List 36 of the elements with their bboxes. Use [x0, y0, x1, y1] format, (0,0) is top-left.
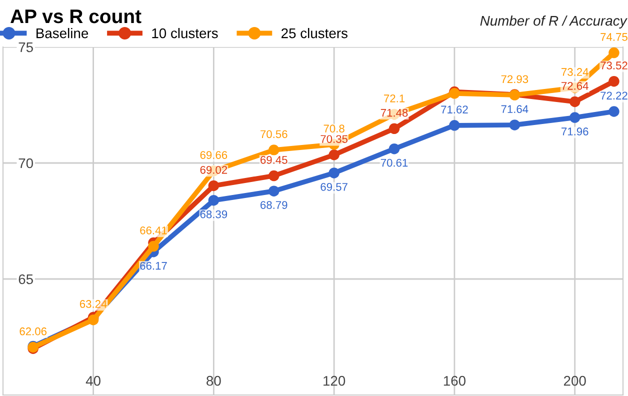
x-tick-label: 80 [206, 376, 221, 386]
data-label: 71.96 [562, 128, 588, 136]
y-tick-label: 65 [18, 274, 33, 284]
data-label: 72.64 [562, 82, 588, 90]
x-tick-label: 160 [444, 376, 466, 386]
data-label: 71.64 [501, 105, 528, 114]
data-label: 70.8 [324, 124, 344, 133]
chart-subtitle: Number of R / Accuracy [480, 16, 628, 28]
legend-label: 10 clusters [152, 28, 218, 38]
data-label: 68.39 [200, 210, 228, 218]
y-tick-label: 70 [18, 158, 34, 168]
data-label: 70.35 [320, 135, 348, 143]
x-tick-label: 200 [564, 376, 586, 386]
legend-label: 25 clusters [282, 28, 348, 38]
data-label: 73.52 [600, 62, 628, 70]
data-label: 69.57 [320, 182, 348, 191]
data-label: 73.24 [562, 68, 588, 76]
data-label: 72.1 [384, 94, 405, 102]
data-label: 71.62 [441, 106, 468, 114]
legend-label: Baseline [36, 28, 88, 38]
data-label: 66.17 [140, 262, 167, 270]
x-tick-label: 120 [324, 376, 346, 386]
data-label: 69.45 [260, 156, 288, 164]
data-label: 74.75 [600, 33, 628, 41]
y-tick-label: 75 [18, 42, 33, 52]
data-label: 66.41 [140, 226, 167, 234]
chart-title: AP vs R count [10, 10, 142, 24]
data-label: 63.24 [80, 300, 107, 308]
data-label: 68.79 [260, 201, 288, 209]
x-tick-label: 40 [86, 376, 100, 386]
data-label: 62.06 [20, 327, 47, 336]
data-label: 70.56 [260, 130, 288, 138]
data-label: 72.22 [600, 92, 628, 100]
data-label: 70.61 [380, 158, 408, 167]
data-label: 72.93 [501, 75, 528, 84]
data-label: 69.66 [200, 151, 228, 159]
